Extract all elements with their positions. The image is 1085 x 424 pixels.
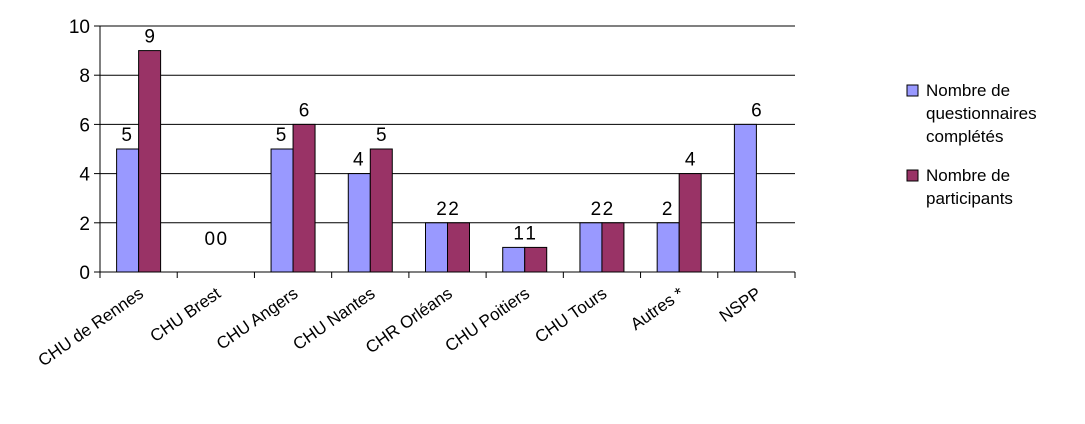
data-label: 2 — [448, 199, 459, 220]
bar-participants — [678, 173, 702, 273]
data-label: 1 — [513, 223, 524, 244]
category-label: CHU Tours — [531, 284, 610, 347]
data-label: 2 — [662, 199, 673, 220]
legend-swatch — [906, 84, 919, 97]
legend-label-line: complétés — [926, 127, 1003, 146]
y-tick-label: 10 — [69, 17, 90, 38]
category-label: CHR Orléans — [362, 284, 456, 358]
category-label: CHU de Rennes — [35, 284, 147, 371]
bar-questionnaires — [502, 246, 526, 273]
bar-participants — [601, 222, 625, 273]
data-label: 0 — [205, 229, 216, 250]
legend-label: Nombre de questionnaires complétés — [926, 81, 1037, 146]
data-label: 5 — [121, 125, 132, 146]
data-label: 2 — [591, 199, 602, 220]
y-tick-label: 6 — [79, 115, 90, 136]
legend-label-line: participants — [926, 189, 1013, 208]
data-label: 0 — [217, 229, 228, 250]
bars — [116, 50, 757, 273]
legend-label-line: Nombre de — [926, 166, 1010, 185]
category-label: CHU Poitiers — [442, 284, 533, 356]
bar-questionnaires — [656, 222, 680, 273]
bar-questionnaires — [116, 148, 140, 273]
legend-label-line: Nombre de — [926, 81, 1010, 100]
y-tick-label: 2 — [79, 214, 90, 235]
y-tick-label: 8 — [79, 66, 90, 87]
data-label: 6 — [299, 100, 310, 121]
bar-participants — [138, 50, 162, 273]
legend-item-questionnaires: Nombre de questionnaires complétés — [906, 81, 1037, 146]
bar-questionnaires — [347, 173, 371, 273]
data-label: 9 — [144, 27, 155, 48]
data-label: 5 — [376, 125, 387, 146]
legend-swatch — [906, 169, 919, 182]
data-label: 1 — [525, 223, 536, 244]
data-label: 4 — [685, 150, 696, 171]
bar-questionnaires — [425, 222, 448, 273]
data-label: 6 — [751, 100, 762, 121]
category-label: CHU Brest — [147, 284, 225, 346]
category-label: Autres * — [627, 283, 688, 333]
bar-participants — [292, 123, 316, 273]
y-tick-label: 4 — [79, 165, 90, 186]
bar-participants — [524, 246, 548, 273]
y-tick-label: 0 — [79, 263, 90, 284]
bar-questionnaires — [579, 222, 603, 273]
legend-label-line: questionnaires — [926, 104, 1037, 123]
bar-questionnaires — [733, 123, 757, 273]
data-label: 2 — [436, 199, 447, 220]
data-label: 5 — [276, 125, 287, 146]
bar-participants — [369, 148, 393, 273]
category-label: CHU Angers — [213, 284, 301, 354]
bar-participants — [447, 222, 470, 273]
legend-item-participants: Nombre de participants — [906, 166, 1013, 208]
bar-questionnaires — [270, 148, 294, 273]
data-label: 4 — [353, 150, 364, 171]
data-label: 2 — [603, 199, 614, 220]
category-label: NSPP — [716, 284, 765, 326]
legend-label: Nombre de participants — [926, 166, 1013, 208]
